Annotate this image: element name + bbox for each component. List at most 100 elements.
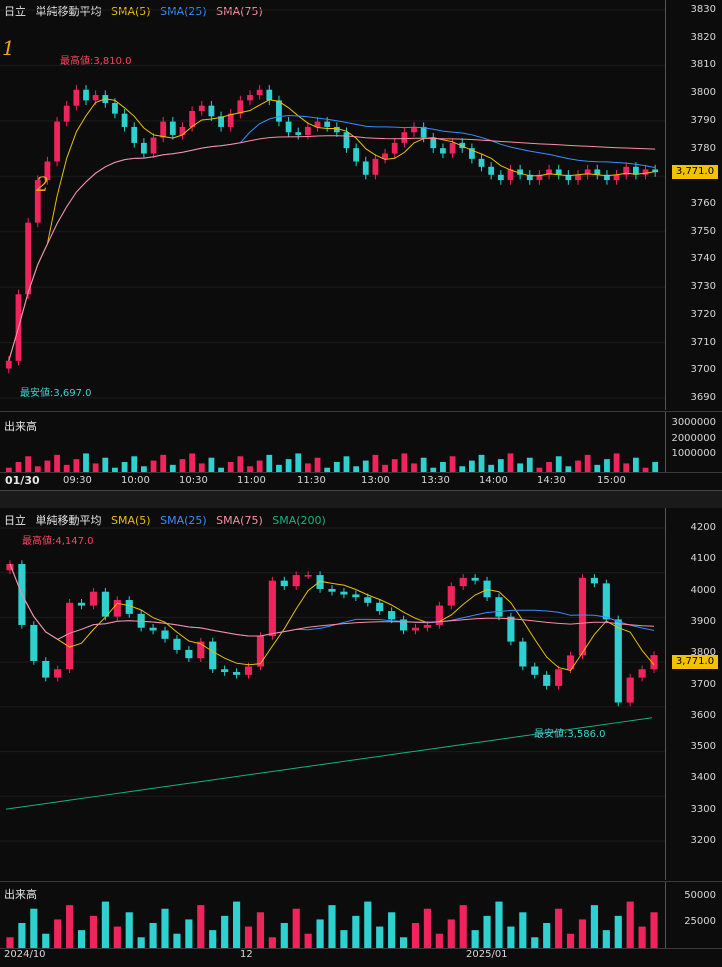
candle-body [292,575,300,587]
volume-bar [364,901,372,948]
axis-tick: 3760 [690,198,716,209]
axis-tick: 25000 [684,916,716,927]
candle-body [471,577,479,581]
volume-bar [483,915,491,948]
axis-tick: 3600 [690,709,716,721]
volume-bar [650,912,658,948]
candle-body [411,126,417,133]
candle-body [25,222,32,295]
volume-bar [256,460,263,472]
candle-body [113,600,121,617]
volume-bar [197,905,205,948]
volume-bar [63,464,70,472]
candle-body [185,649,193,659]
candle-body [430,137,437,149]
volume-bar [113,926,121,948]
daily-header: 日立 単純移動平均 SMA(5) SMA(25) SMA(75) SMA(200… [4,512,332,528]
candle-body [304,575,312,577]
time-tick: 14:00 [479,475,508,486]
candle-body [362,161,369,175]
candle-body [221,669,229,673]
axis-tick: 3740 [690,253,716,265]
volume-bar [173,933,181,948]
time-tick: 10:00 [121,475,150,486]
volume-bar [449,456,456,472]
candle-body [304,126,311,135]
volume-bar [77,930,86,948]
candle-body [382,153,388,159]
candle-body [495,597,503,617]
candle-body [92,95,99,101]
candle-body [578,577,587,656]
volume-bar [44,460,51,472]
volume-bar [623,463,630,472]
candle-body [73,89,80,106]
candle-body [613,174,620,181]
candle-body [137,613,145,628]
candle-body [140,142,147,154]
intraday-current-price: 3,771.0 [672,165,718,179]
axis-tick: 3700 [690,678,716,690]
axis-tick: 3700 [690,364,716,376]
candle-body [121,113,128,127]
axis-tick: 3780 [690,142,716,154]
candle-body [604,174,610,181]
axis-tick: 1000000 [671,448,716,459]
candle-body [352,594,360,598]
volume-bar [266,454,273,472]
candle-body [295,132,302,135]
axis-tick: 4100 [690,553,716,565]
candle-body [536,174,543,181]
volume-bar [209,930,217,948]
time-tick: 2025/01 [466,949,508,960]
candle-body [468,148,475,159]
volume-bar [34,466,41,472]
candle-body [353,148,360,162]
axis-tick: 4000 [690,584,716,596]
candle-body [507,169,514,181]
daily-candles [0,527,666,842]
volume-bar [66,905,74,948]
candle-body [638,669,646,678]
axis-tick: 3800 [690,87,716,99]
time-tick: 13:30 [421,475,450,486]
candle-body [497,174,504,181]
candle-body [343,132,350,149]
volume-bar [295,453,302,472]
candle-body [150,137,157,154]
volume-bar [531,937,539,948]
volume-bar [314,457,321,472]
candle-body [83,89,89,101]
volume-bar [237,456,244,472]
volume-bar [497,459,504,472]
volume-bar [372,454,379,472]
volume-bar [632,457,639,472]
volume-bar [276,464,282,472]
candle-body [233,672,241,675]
volume-bar [353,466,360,472]
candle-body [401,132,408,143]
volume-bar [536,467,543,472]
candle-body [449,142,456,154]
daily-chart-panel[interactable]: 日立 単純移動平均 SMA(5) SMA(25) SMA(75) SMA(200… [0,508,722,967]
candle-body [247,95,253,101]
candle-body [227,113,234,127]
candle-body [372,158,379,175]
volume-bar [526,457,533,472]
intraday-chart-panel[interactable]: 日立 単純移動平均 SMA(5) SMA(25) SMA(75) 3830 382… [0,0,722,490]
candle-body [256,636,265,667]
candle-body [440,148,446,154]
volume-bar [15,462,22,472]
volume-bar [125,912,133,948]
candle-body [420,126,427,138]
annotation-1: 1 [2,36,15,60]
annotation-2: 2 [36,172,49,196]
volume-bar [430,467,437,472]
candle-body [364,597,372,603]
indicator-label: 単純移動平均 [35,514,102,527]
volume-bar [495,901,503,948]
volume-bar [221,915,229,948]
volume-bar [6,937,14,948]
legend-sma200: SMA(200) [272,514,326,527]
candle-body [244,666,253,675]
